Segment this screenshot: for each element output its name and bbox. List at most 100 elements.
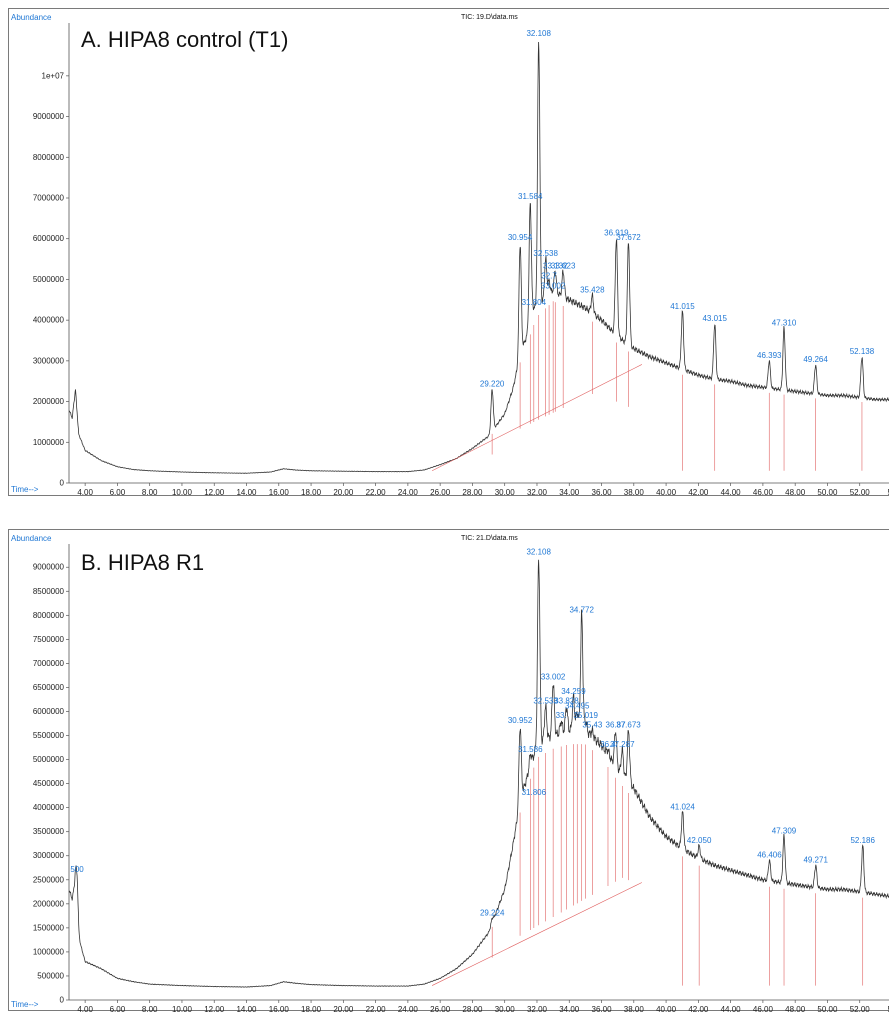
chromatogram-panel-a: Abundance Time--> A. HIPA8 control (T1) TIC… <box>8 8 889 497</box>
x-tick-label: 48.00 <box>785 1005 806 1014</box>
y-tick-label: 7000000 <box>33 194 65 203</box>
x-tick-label: 10.00 <box>172 1005 193 1014</box>
x-tick-label: 18.00 <box>301 488 322 497</box>
x-tick-label: 30.00 <box>495 488 516 497</box>
x-tick-label: 6.00 <box>110 1005 126 1014</box>
y-tick-label: 6500000 <box>33 683 65 692</box>
x-tick-label: 24.00 <box>398 1005 419 1014</box>
peak-label: 34.772 <box>569 605 594 614</box>
x-tick-label: 34.00 <box>559 1005 580 1014</box>
peak-label: 52.186 <box>850 836 875 845</box>
y-tick-label: 1e+07 <box>42 71 65 80</box>
peak-label: 36.4 <box>600 740 616 749</box>
x-tick-label: 28.00 <box>462 1005 483 1014</box>
tic-header: TIC: 19.D\data.ms <box>461 14 518 21</box>
peak-label: 41.015 <box>670 302 695 311</box>
x-tick-label: 36.00 <box>592 488 613 497</box>
x-tick-label: 40.00 <box>656 488 677 497</box>
peak-label: 41.024 <box>670 802 695 811</box>
x-tick-label: 46.00 <box>753 1005 774 1014</box>
peak-label: 32.108 <box>526 29 551 38</box>
y-tick-label: 0 <box>60 479 65 488</box>
peak-label: 49.271 <box>803 855 828 864</box>
y-tick-label: 8500000 <box>33 587 65 596</box>
peak-label: 36.87 <box>606 721 627 730</box>
peak-label: 37.672 <box>616 233 641 242</box>
x-tick-label: 22.00 <box>366 488 387 497</box>
tic-header: TIC: 21.D\data.ms <box>461 535 518 542</box>
x-tick-label: 6.00 <box>110 488 126 497</box>
x-tick-label: 44.00 <box>721 1005 742 1014</box>
x-tick-label: 18.00 <box>301 1005 322 1014</box>
peak-label: 52.138 <box>850 347 875 356</box>
peak-label: 37.287 <box>610 740 635 749</box>
peak-label: 33.132 <box>543 261 568 270</box>
peak-label: 32.108 <box>526 548 551 557</box>
peak-label: 47.310 <box>772 318 797 327</box>
peak-label: 30.954 <box>508 233 533 242</box>
peak-label: 46.406 <box>757 851 782 860</box>
x-tick-label: 28.00 <box>462 488 483 497</box>
y-tick-label: 2000000 <box>33 899 65 908</box>
y-tick-label: 6000000 <box>33 707 65 716</box>
x-tick-label: 34.00 <box>559 488 580 497</box>
y-tick-label: 8000000 <box>33 611 65 620</box>
x-tick-label: 46.00 <box>753 488 774 497</box>
y-tick-label: 5000000 <box>33 275 65 284</box>
x-tick-label: 4.00 <box>77 488 93 497</box>
peak-label: 35.019 <box>573 711 598 720</box>
peak-label: 34.259 <box>561 687 586 696</box>
x-tick-label: 20.00 <box>333 1005 354 1014</box>
x-tick-label: 16.00 <box>269 488 290 497</box>
y-tick-label: 4500000 <box>33 779 65 788</box>
peak-label: 29.220 <box>480 379 505 388</box>
peak-label: 33.828 <box>554 697 579 706</box>
peak-label: 31.584 <box>518 192 543 201</box>
peak-label: 33.002 <box>541 282 566 291</box>
chromatogram-b-svg: Abundance Time--> B. HIPA8 R1 TIC: 21.D\dat… <box>11 534 889 1014</box>
x-tick-label: 8.00 <box>142 1005 158 1014</box>
y-tick-label: 4000000 <box>33 316 65 325</box>
x-tick-label: 26.00 <box>430 488 451 497</box>
chromatogram-a-svg: Abundance Time--> A. HIPA8 control (T1) TIC… <box>11 13 889 497</box>
y-tick-label: 4000000 <box>33 803 65 812</box>
x-tick-label: 42.00 <box>688 1005 709 1014</box>
peak-label: 34.495 <box>565 701 590 710</box>
y-tick-label: 6000000 <box>33 234 65 243</box>
x-tick-label: 24.00 <box>398 488 419 497</box>
y-axis-title: Abundance <box>11 13 52 22</box>
peak-label: 500 <box>70 865 84 874</box>
peak-label: 36.919 <box>604 229 629 238</box>
x-tick-label: 12.00 <box>204 488 225 497</box>
integration-baseline <box>431 882 643 986</box>
integration-baseline <box>431 364 643 472</box>
x-tick-label: 50.00 <box>817 1005 838 1014</box>
peak-label: 43.015 <box>702 314 727 323</box>
peak-label: 33.623 <box>551 261 576 270</box>
y-tick-label: 0 <box>60 996 65 1005</box>
y-tick-label: 5500000 <box>33 731 65 740</box>
x-axis-title: Time--> <box>11 485 39 494</box>
x-tick-label: 32.00 <box>527 1005 548 1014</box>
chromatogram-panel-b: Abundance Time--> B. HIPA8 R1 TIC: 21.D\dat… <box>8 529 889 1014</box>
x-tick-label: 14.00 <box>236 488 257 497</box>
y-tick-label: 2500000 <box>33 875 65 884</box>
x-tick-label: 38.00 <box>624 488 645 497</box>
peak-label: 33. <box>556 711 567 720</box>
peak-label: 31.586 <box>518 745 543 754</box>
peak-label: 35.428 <box>580 286 605 295</box>
x-tick-label: 38.00 <box>624 1005 645 1014</box>
peak-label: 49.264 <box>803 355 828 364</box>
x-tick-label: 44.00 <box>721 488 742 497</box>
x-tick-label: 32.00 <box>527 488 548 497</box>
x-tick-label: 30.00 <box>495 1005 516 1014</box>
panel-title: B. HIPA8 R1 <box>81 550 204 575</box>
y-tick-label: 3500000 <box>33 827 65 836</box>
x-tick-label: 48.00 <box>785 488 806 497</box>
x-axis-title: Time--> <box>11 1000 39 1009</box>
peak-label: 35.43 <box>582 721 603 730</box>
x-tick-label: 50.00 <box>817 488 838 497</box>
x-tick-label: 54 <box>888 1005 889 1014</box>
x-tick-label: 22.00 <box>366 1005 387 1014</box>
x-tick-label: 26.00 <box>430 1005 451 1014</box>
